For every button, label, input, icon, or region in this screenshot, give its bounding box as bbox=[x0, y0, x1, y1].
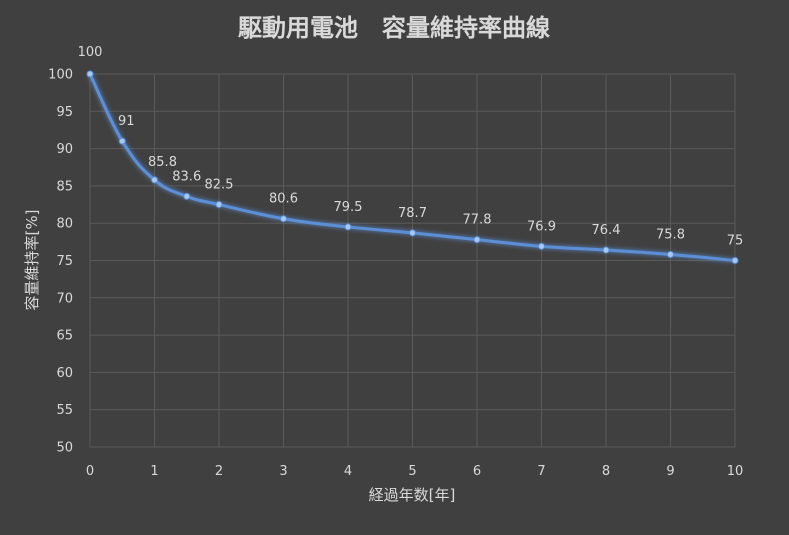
x-tick-label: 9 bbox=[666, 464, 674, 479]
data-point bbox=[731, 257, 739, 264]
x-tick-label: 0 bbox=[86, 464, 94, 479]
data-label: 75.8 bbox=[656, 228, 685, 243]
x-tick-label: 10 bbox=[727, 464, 744, 479]
x-tick-label: 3 bbox=[279, 464, 287, 479]
axis-layer: 50 55 60 65 70 75 80 85 90 95 100 0 1 2 3 4 5 6 7 8 9 10 bbox=[48, 68, 743, 480]
y-tick-label: 85 bbox=[56, 179, 73, 194]
y-tick-label: 55 bbox=[56, 403, 73, 418]
series-layer bbox=[86, 70, 739, 264]
y-tick-label: 75 bbox=[56, 254, 73, 269]
data-point bbox=[473, 236, 481, 244]
data-label: 91 bbox=[118, 114, 135, 129]
grid-layer bbox=[89, 73, 736, 448]
x-tick-label: 1 bbox=[150, 464, 158, 479]
data-point bbox=[538, 242, 545, 250]
y-tick-label: 100 bbox=[48, 68, 73, 83]
x-tick-label: 8 bbox=[602, 464, 610, 479]
data-point bbox=[602, 246, 610, 254]
y-tick-label: 90 bbox=[56, 142, 73, 157]
data-label: 100 bbox=[78, 45, 103, 60]
y-tick-label: 95 bbox=[56, 105, 73, 120]
data-point bbox=[280, 215, 287, 223]
x-tick-label: 7 bbox=[537, 464, 545, 479]
y-tick-label: 70 bbox=[56, 291, 73, 306]
y-tick-label: 65 bbox=[56, 329, 73, 344]
y-tick-label: 60 bbox=[56, 366, 73, 381]
data-point bbox=[118, 137, 126, 145]
x-tick-label: 4 bbox=[344, 464, 352, 479]
data-label-layer: 100 91 85.883.6 82.5 80.6 79.5 78.7 77.8 76.9 76.… bbox=[78, 45, 744, 249]
data-label: 80.6 bbox=[269, 192, 298, 207]
data-label: 78.7 bbox=[398, 206, 427, 221]
data-label: 83.6 bbox=[172, 169, 201, 184]
data-label: 76.9 bbox=[527, 219, 556, 234]
chart-title: 駆動用電池 容量維持率曲線 bbox=[238, 14, 550, 42]
data-label: 82.5 bbox=[205, 178, 234, 193]
data-point bbox=[86, 70, 94, 78]
x-tick-label: 6 bbox=[473, 464, 481, 479]
data-label: 77.8 bbox=[463, 213, 492, 228]
data-label: 75 bbox=[727, 234, 744, 249]
data-point bbox=[151, 176, 158, 184]
x-axis-title: 経過年数[年] bbox=[369, 486, 456, 504]
data-label: 85.8 bbox=[148, 155, 177, 170]
data-label: 76.4 bbox=[592, 223, 621, 238]
data-point bbox=[344, 223, 352, 231]
data-point bbox=[183, 192, 191, 200]
y-tick-label: 50 bbox=[56, 441, 73, 456]
x-tick-label: 5 bbox=[408, 464, 416, 479]
data-point bbox=[215, 201, 223, 209]
y-axis-title: 容量維持率[%] bbox=[23, 210, 41, 311]
data-point bbox=[409, 229, 416, 237]
data-label: 79.5 bbox=[334, 200, 363, 215]
x-tick-label: 2 bbox=[215, 464, 223, 479]
y-tick-label: 80 bbox=[56, 217, 73, 232]
data-point bbox=[667, 251, 674, 259]
